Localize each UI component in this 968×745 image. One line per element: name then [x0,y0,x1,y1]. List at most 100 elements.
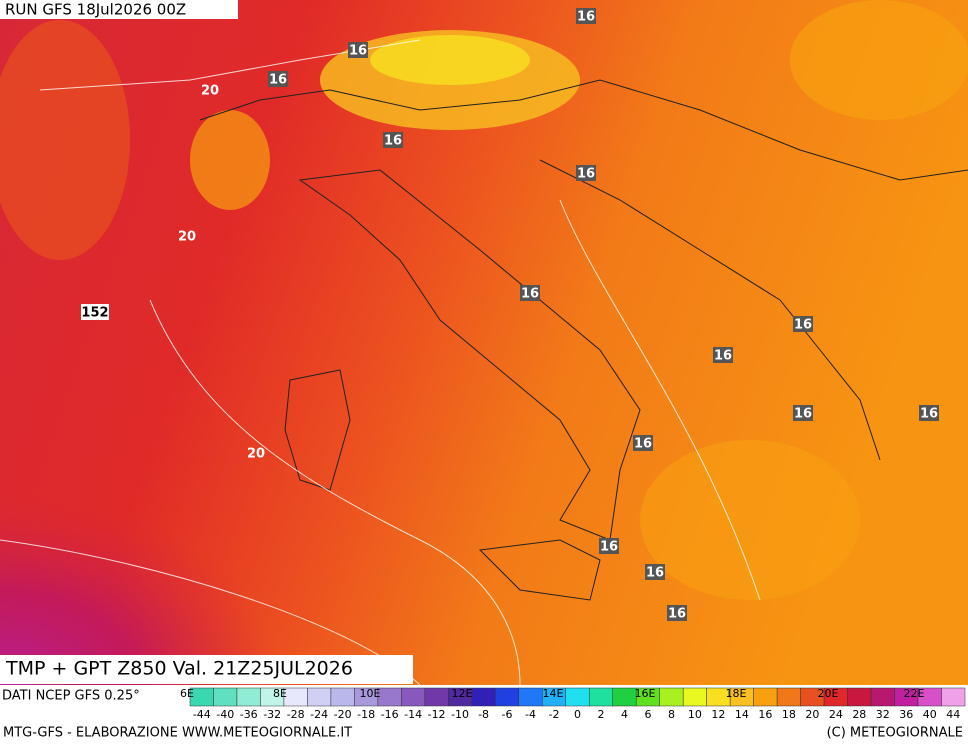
contour-label: 16 [920,407,938,422]
colorbar-swatch [847,687,872,707]
footer-right: (C) METEOGIORNALE [827,726,963,741]
contour-label: 16 [714,349,732,364]
colorbar-label: 14 [735,708,749,721]
longitude-label: 20E [818,687,839,700]
colorbar-label: -8 [478,708,489,721]
colorbar-swatch [588,687,613,707]
source-label: DATI NCEP GFS 0.25° [2,689,140,704]
contour-label-box [919,405,939,421]
colorbar-swatch [941,687,966,707]
colorbar-swatch [213,687,238,707]
colorbar-swatch [682,687,707,707]
contour-label-box [576,165,596,181]
colorbar-label: 24 [829,708,843,721]
longitude-label: 14E [543,687,564,700]
contour-label: 152 [81,306,108,321]
colorbar-swatch [307,687,332,707]
longitude-label: 12E [452,687,473,700]
colorbar-swatch [870,687,895,707]
colorbar-label: 4 [621,708,628,721]
colorbar-swatch [776,687,801,707]
contour-label: 16 [577,10,595,25]
colorbar-label: -12 [428,708,446,721]
colorbar-swatch [330,687,355,707]
colorbar-label: -6 [502,708,513,721]
contour-label: 16 [634,437,652,452]
contour-label: 16 [668,607,686,622]
longitude-label: 18E [726,687,747,700]
contour-label-box [576,8,596,24]
title-box [0,655,413,684]
colorbar-label: 12 [711,708,725,721]
contour-label-box [793,316,813,332]
map-title: TMP + GPT Z850 Val. 21Z25JUL2026 [5,658,353,680]
colorbar-swatch [236,687,261,707]
colorbar-label: 10 [688,708,702,721]
contour-label: 16 [269,73,287,88]
contour-label-box [383,132,403,148]
contour-label: 16 [384,134,402,149]
colorbar-label: 20 [805,708,819,721]
contour-label-box [348,42,368,58]
contour-label: 20 [247,447,265,462]
contour-label: 16 [794,318,812,333]
longitude-label: 6E [180,687,194,700]
longitude-label: 16E [635,687,656,700]
contour-label: 16 [794,407,812,422]
run-label: RUN GFS 18Jul2026 00Z [5,1,186,19]
contour-label-box [713,347,733,363]
colorbar-label: -2 [549,708,560,721]
colorbar-label: -10 [451,708,469,721]
contour-label-box [520,285,540,301]
colorbar-label: 28 [852,708,866,721]
contour-label-box [599,538,619,554]
longitude-label: 10E [360,687,381,700]
colorbar-label: 44 [946,708,960,721]
contour-label-box [268,71,288,87]
contour-label-box [793,405,813,421]
colorbar-label: 32 [876,708,890,721]
contour-label: 20 [178,230,196,245]
colorbar-label: -40 [216,708,234,721]
contour-label: 20 [201,84,219,99]
colorbar-swatch [659,687,684,707]
colorbar-swatch [377,687,402,707]
colorbar-swatch [471,687,496,707]
colorbar-label: 8 [668,708,675,721]
colorbar-label: 18 [782,708,796,721]
colorbar-label: -4 [525,708,536,721]
colorbar-label: 36 [899,708,913,721]
colorbar-label: -36 [240,708,258,721]
colorbar-label: 16 [758,708,772,721]
colorbar-swatch [565,687,590,707]
colorbar-label: -14 [404,708,422,721]
contour-label: 16 [600,540,618,555]
colorbar-label: -24 [310,708,328,721]
longitude-label: 8E [273,687,287,700]
colorbar-swatch [612,687,637,707]
colorbar-label: 2 [597,708,604,721]
colorbar-label: -16 [381,708,399,721]
colorbar-label: -28 [287,708,305,721]
colorbar-label: -20 [334,708,352,721]
colorbar-label: -32 [263,708,281,721]
contour-label: 16 [577,167,595,182]
colorbar-swatch [518,687,543,707]
colorbar-label: 0 [574,708,581,721]
map [0,0,968,686]
colorbar-label: 40 [923,708,937,721]
colorbar-label: -18 [357,708,375,721]
run-box [0,0,238,19]
contour-label: 16 [521,287,539,302]
colorbar-swatch [753,687,778,707]
footer-left: MTG-GFS - ELABORAZIONE WWW.METEOGIORNALE… [3,726,352,741]
colorbar-swatch [495,687,520,707]
colorbar-swatch [424,687,449,707]
colorbar-swatch [283,687,308,707]
contour-label: 16 [349,44,367,59]
colorbar-swatch [401,687,426,707]
contour-label-box [645,564,665,580]
contour-label-box [667,605,687,621]
contour-label-box [81,304,109,320]
